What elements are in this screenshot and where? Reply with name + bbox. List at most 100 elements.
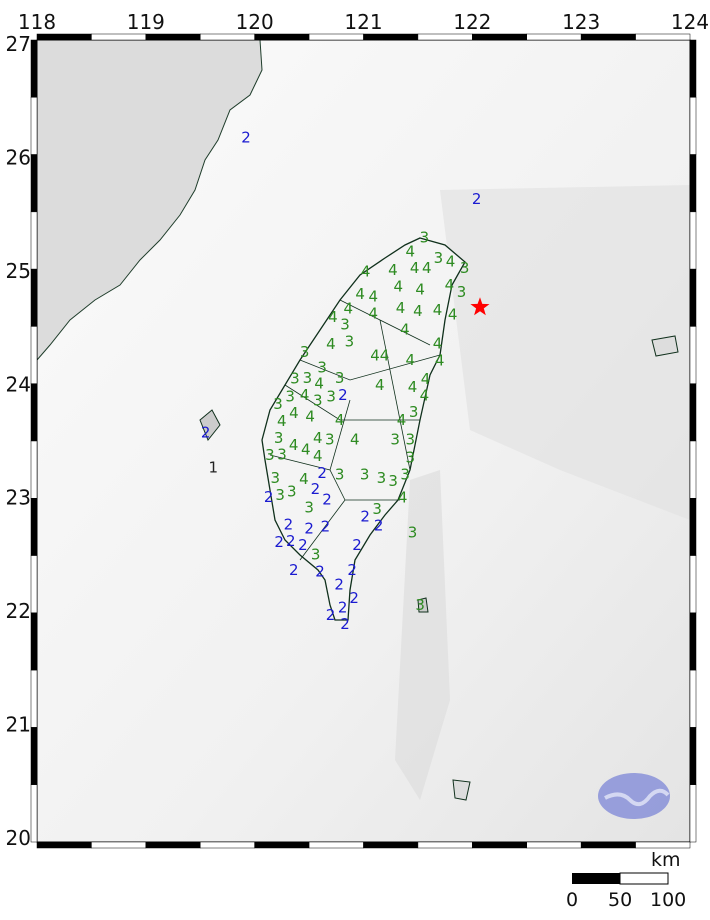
intensity-label: 2	[340, 615, 350, 633]
intensity-label: 2	[315, 562, 325, 580]
frame-segment	[30, 211, 38, 270]
frame-segment	[689, 97, 697, 155]
frame-segment	[417, 841, 473, 849]
intensity-label: 2	[298, 536, 308, 554]
intensity-label: 2	[322, 491, 332, 509]
lat-tick-label: 25	[6, 259, 31, 283]
ryukyu-relief	[440, 185, 690, 520]
intensity-label: 2	[338, 386, 348, 404]
intensity-label: 3	[460, 259, 470, 277]
frame-segment	[689, 669, 697, 728]
frame-segment	[635, 33, 691, 41]
ridge-relief	[395, 470, 450, 800]
intensity-label: 4	[375, 376, 385, 394]
frame-segment	[635, 841, 691, 849]
taiwan-coast	[261, 237, 466, 621]
intensity-label: 3	[345, 332, 355, 350]
intensity-label: 4	[446, 252, 456, 270]
county-borders	[269, 299, 441, 561]
cwb-logo-wave	[604, 788, 670, 807]
frame-segment	[689, 498, 697, 556]
frame-segment	[91, 841, 147, 849]
frame-segment	[689, 154, 697, 213]
intensity-label: 3	[304, 498, 314, 516]
lon-tick-label: 118	[18, 10, 56, 34]
intensity-label: 3	[408, 523, 418, 541]
intensity-label: 2	[289, 561, 299, 579]
intensity-label: 4	[445, 276, 455, 294]
frame-segment	[30, 154, 38, 213]
intensity-label: 3	[457, 283, 467, 301]
lat-tick-label: 26	[6, 145, 31, 169]
frame-segment	[689, 383, 697, 442]
intensity-label: 4	[433, 301, 443, 319]
frame-segment	[689, 39, 697, 98]
intensity-label: 3	[317, 359, 327, 377]
frame-segment	[526, 33, 582, 41]
lat-tick-label: 23	[6, 486, 31, 510]
intensity-label: 4	[313, 447, 323, 465]
intensity-label: 44	[370, 346, 389, 364]
intensity-label: 3	[325, 430, 335, 448]
intensity-label: 3	[265, 446, 275, 464]
intensity-label: 3	[406, 449, 416, 467]
frame-segment	[200, 33, 255, 41]
frame-segment	[91, 33, 147, 41]
intensity-label: 3	[390, 430, 400, 448]
intensity-label: 2	[321, 518, 331, 536]
intensity-label: 4	[313, 429, 323, 447]
frame-segment	[689, 326, 697, 384]
intensity-label: 2	[352, 536, 362, 554]
intensity-label: 4	[361, 263, 371, 281]
frame-segment	[363, 33, 419, 41]
intensity-label: 3	[277, 446, 287, 464]
lat-tick-label: 24	[6, 372, 31, 396]
intensity-label: 2	[311, 480, 321, 498]
lat-tick-label: 22	[6, 599, 31, 623]
intensity-label: 3	[287, 483, 297, 501]
frame-segment	[417, 33, 473, 41]
frame-segment	[30, 727, 38, 785]
intensity-label: 2	[286, 532, 296, 550]
frame-segment	[308, 841, 364, 849]
intensity-label: 4	[397, 411, 407, 429]
intensity-label: 4	[299, 470, 309, 488]
frame-segment	[689, 268, 697, 327]
intensity-label: 4	[433, 335, 443, 353]
intensity-label: 4	[435, 351, 445, 369]
frame-segment	[689, 555, 697, 614]
intensity-label: 4	[410, 259, 420, 277]
intensity-label: 3	[372, 500, 382, 518]
intensity-label: 3	[340, 316, 350, 334]
intensity-label: 3	[303, 369, 313, 387]
intensity-label: 4	[326, 335, 336, 353]
frame-segment	[30, 39, 38, 98]
intensity-label: 4	[415, 281, 425, 299]
lon-tick-label: 119	[127, 10, 165, 34]
intensity-label: 2	[304, 520, 314, 538]
frame-segment	[526, 841, 582, 849]
intensity-label: 4	[394, 278, 404, 296]
intensity-label: 3	[273, 395, 283, 413]
lon-tick-label: 121	[344, 10, 382, 34]
intensity-label: 4	[277, 412, 287, 430]
intensity-label: 3	[360, 466, 370, 484]
intensity-label: 3	[335, 466, 345, 484]
frame-segment	[580, 841, 636, 849]
intensity-label: 2	[338, 598, 348, 616]
intensity-label: 3	[275, 486, 285, 504]
batanes-island	[452, 779, 471, 801]
intensity-label: 4	[422, 259, 432, 277]
intensity-label: 4	[406, 351, 416, 369]
intensity-label: 4	[369, 304, 379, 322]
frame-segment	[689, 727, 697, 785]
yonaguni-island	[651, 335, 679, 357]
intensity-label: 2	[274, 533, 284, 551]
frame-segment	[30, 97, 38, 155]
frame-segment	[308, 33, 364, 41]
frame-segment	[363, 841, 419, 849]
scale-unit: km	[651, 849, 681, 871]
intensity-label: 4	[350, 430, 360, 448]
intensity-label: 4	[413, 302, 423, 320]
